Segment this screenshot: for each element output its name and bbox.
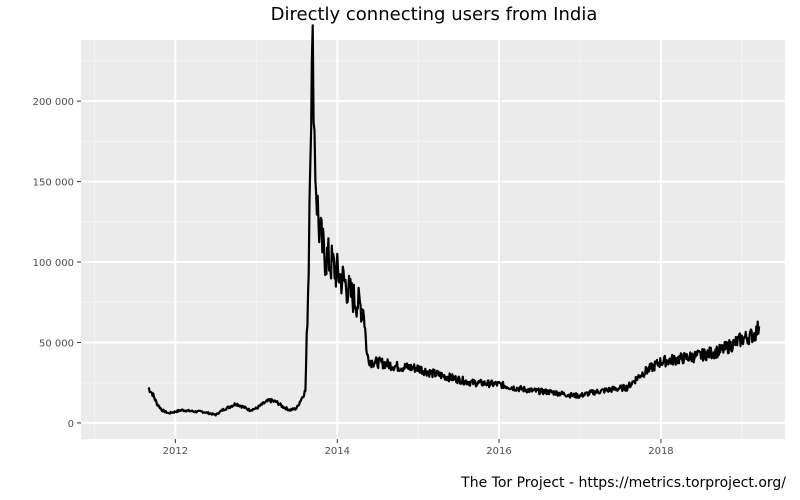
y-tick-label: 0 (68, 419, 74, 430)
series-line (147, 24, 761, 417)
major-grid (81, 40, 785, 439)
plot-panel (81, 40, 785, 439)
x-axis: 2012 2014 2016 2018 (163, 439, 674, 457)
y-tick-label: 150 000 (33, 178, 74, 189)
y-axis: 0 50 000 100 000 150 000 200 000 (33, 97, 81, 430)
x-tick-label: 2016 (486, 446, 511, 457)
minor-grid (81, 40, 785, 439)
y-tick-label: 100 000 (33, 258, 74, 269)
x-tick-label: 2012 (163, 446, 188, 457)
x-tick-label: 2014 (325, 446, 350, 457)
x-tick-label: 2018 (648, 446, 673, 457)
chart-title: Directly connecting users from India (270, 4, 598, 25)
chart-caption: The Tor Project - https://metrics.torpro… (461, 475, 786, 491)
y-tick-label: 200 000 (33, 97, 74, 108)
y-tick-label: 50 000 (39, 338, 74, 349)
